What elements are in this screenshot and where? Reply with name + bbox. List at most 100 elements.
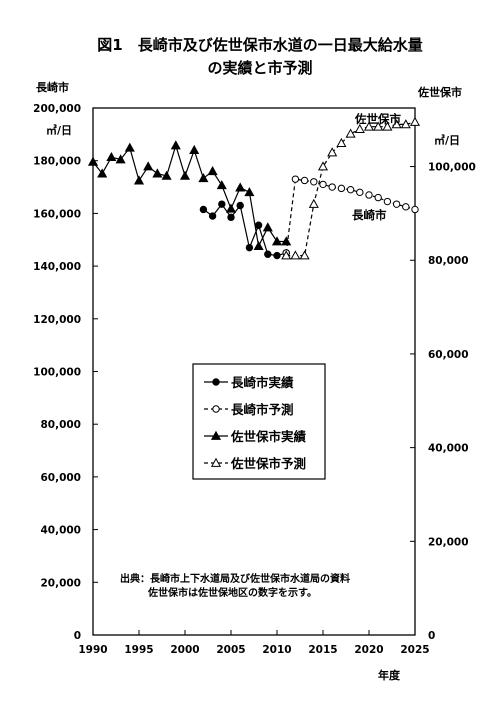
series-3-point bbox=[179, 170, 191, 180]
series-1-point bbox=[227, 213, 235, 222]
series-3-point bbox=[216, 180, 227, 190]
series-1-point bbox=[264, 250, 272, 258]
series-3-point bbox=[235, 182, 246, 192]
left-tick-label: 200,000 bbox=[33, 103, 81, 115]
series-1-point bbox=[199, 205, 208, 214]
right-tick-label: 0 bbox=[428, 630, 435, 642]
series-layer bbox=[87, 116, 421, 260]
series-4-point bbox=[382, 121, 393, 131]
series-2-point bbox=[291, 175, 300, 183]
series-3-point bbox=[106, 151, 117, 162]
x-tick-label: 2015 bbox=[308, 644, 337, 656]
series-2-point bbox=[346, 185, 355, 194]
series-3-point bbox=[207, 166, 218, 176]
series-4-point bbox=[308, 198, 319, 208]
series-4-point bbox=[317, 161, 329, 171]
left-tick-label: 20,000 bbox=[40, 577, 81, 589]
right-tick-label: 60,000 bbox=[428, 349, 469, 361]
series-1-line bbox=[203, 203, 287, 257]
series-2-point bbox=[319, 180, 327, 189]
series-4-point bbox=[400, 119, 411, 129]
series-4-point bbox=[336, 137, 347, 147]
series-3 bbox=[87, 140, 292, 251]
legend-marker-4 bbox=[210, 457, 222, 467]
series-1-point bbox=[208, 212, 217, 220]
left-axis-unit: ㎥/日 bbox=[46, 123, 72, 137]
series-2-point bbox=[411, 205, 419, 214]
x-tick-label: 2025 bbox=[400, 644, 429, 656]
right-axis-title: 佐世保市 bbox=[417, 85, 462, 99]
legend-marker-3 bbox=[210, 430, 222, 440]
x-axis-ticks: 1990 1995 2000 2005 2010 2015 2020 2025 bbox=[78, 630, 430, 656]
series-3-point bbox=[170, 140, 181, 150]
series-4-point bbox=[299, 250, 310, 260]
series-3-point bbox=[225, 203, 237, 213]
series-3-point bbox=[133, 175, 145, 185]
series-1-point bbox=[245, 243, 254, 252]
x-tick-label: 2020 bbox=[354, 644, 383, 656]
series-2-point bbox=[365, 191, 373, 199]
legend-label-4: 佐世保市予測 bbox=[230, 456, 306, 471]
note-source: 出典：長崎市上下水道局及び佐世保市水道局の資料 bbox=[120, 572, 350, 585]
right-axis-unit: ㎥/日 bbox=[434, 133, 460, 147]
series-2-point bbox=[328, 183, 336, 191]
series-4-point bbox=[281, 250, 292, 260]
series-3-point bbox=[189, 144, 200, 155]
series-4-point bbox=[363, 121, 375, 131]
series-2-point bbox=[392, 200, 401, 208]
series-2-point bbox=[337, 184, 346, 193]
series-3-point bbox=[244, 187, 255, 197]
series-2-point bbox=[300, 176, 309, 185]
series-2-point bbox=[310, 178, 318, 186]
x-tick-label: 2010 bbox=[262, 644, 291, 656]
left-tick-label: 40,000 bbox=[40, 525, 81, 537]
series-4 bbox=[281, 116, 421, 260]
series-3-point bbox=[152, 168, 163, 178]
series-1-point bbox=[218, 200, 226, 208]
series-4-point bbox=[373, 121, 384, 131]
legend-marker-1 bbox=[212, 378, 220, 386]
inline-label-sasebo: 佐世保市 bbox=[354, 112, 401, 126]
series-2-point bbox=[374, 193, 382, 202]
series-4-point bbox=[409, 116, 421, 126]
left-tick-label: 180,000 bbox=[33, 156, 81, 168]
right-axis-ticks: 0 20,000 40,000 60,000 80,000 100,000 bbox=[410, 162, 476, 642]
left-tick-label: 100,000 bbox=[33, 367, 81, 379]
series-3-point bbox=[124, 142, 135, 152]
right-tick-label: 100,000 bbox=[428, 162, 476, 174]
legend-label-2: 長崎市予測 bbox=[231, 402, 294, 417]
series-3-point bbox=[161, 170, 172, 180]
series-2-point bbox=[383, 197, 392, 206]
left-tick-label: 60,000 bbox=[40, 472, 81, 484]
left-tick-label: 80,000 bbox=[40, 419, 81, 431]
left-axis-title: 長崎市 bbox=[36, 80, 69, 94]
chart-title-line1: 図1 長崎市及び佐世保市水道の一日最大給水量 bbox=[97, 36, 422, 54]
note-sasebo: 佐世保市は佐世保地区の数字を示す。 bbox=[147, 586, 317, 599]
inline-label-nagasaki: 長崎市 bbox=[352, 208, 387, 222]
series-3-point bbox=[262, 222, 273, 232]
left-tick-label: 160,000 bbox=[33, 208, 81, 220]
series-3-point bbox=[87, 156, 99, 166]
series-1-point bbox=[273, 251, 281, 260]
series-1-point bbox=[236, 201, 244, 210]
series-2 bbox=[282, 175, 419, 257]
left-axis-ticks: 0 20,000 40,000 60,000 80,000 100,000 120,000 1… bbox=[33, 103, 98, 642]
right-tick-label: 80,000 bbox=[428, 255, 469, 267]
x-tick-label: 1995 bbox=[124, 644, 153, 656]
legend-marker-2 bbox=[212, 405, 220, 413]
x-tick-label: 2000 bbox=[170, 644, 199, 656]
series-3-point bbox=[97, 168, 108, 178]
left-tick-label: 120,000 bbox=[33, 314, 81, 326]
series-1-point bbox=[254, 221, 263, 229]
series-4-point bbox=[391, 119, 402, 129]
left-tick-label: 0 bbox=[74, 630, 81, 642]
legend-label-3: 佐世保市実績 bbox=[230, 429, 307, 444]
series-4-point bbox=[345, 128, 356, 138]
series-3-point bbox=[253, 240, 264, 251]
series-3-point bbox=[281, 236, 292, 246]
series-4-point bbox=[354, 123, 365, 133]
series-3-point bbox=[271, 236, 283, 246]
right-tick-label: 20,000 bbox=[428, 536, 469, 548]
